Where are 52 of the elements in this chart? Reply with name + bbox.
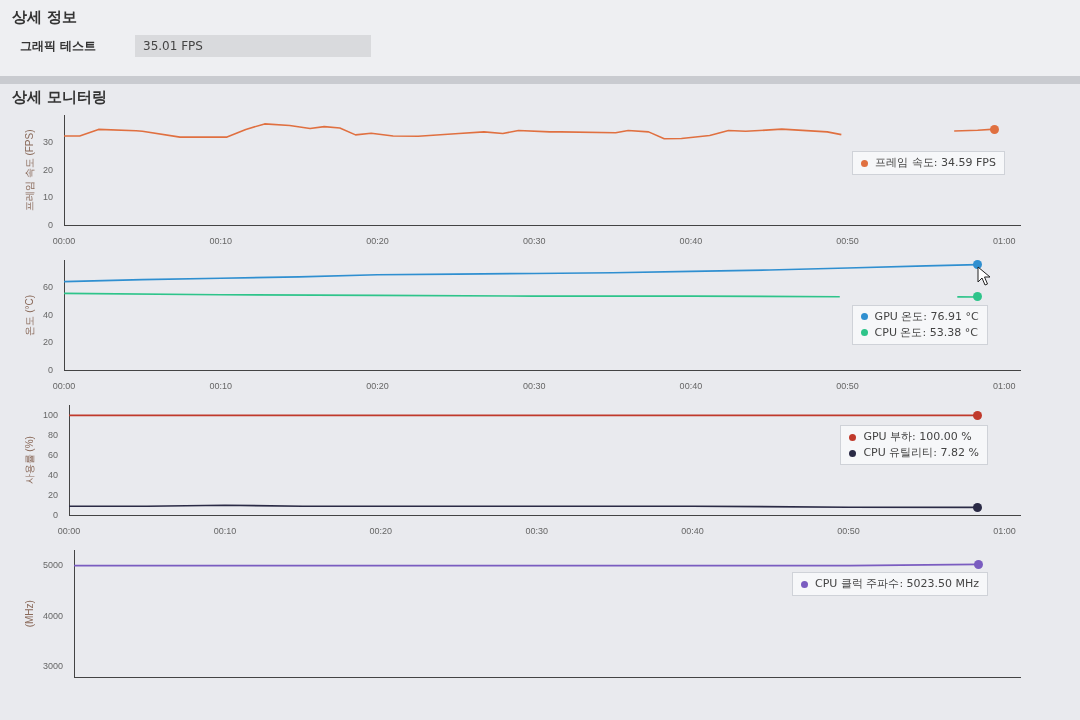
- x-tick-label: 00:50: [837, 526, 860, 537]
- y-tick-label: 20: [43, 164, 54, 175]
- x-tick-label: 00:30: [525, 526, 548, 537]
- x-tick-label: 00:10: [209, 381, 232, 392]
- x-tick-label: 00:10: [209, 236, 232, 247]
- annotation: CPU 클럭 주파수: 5023.50 MHz: [815, 576, 980, 593]
- y-tick-label: 40: [48, 469, 59, 480]
- chart-title: 상세 모니터링: [12, 88, 109, 107]
- y-tick-label: 0: [48, 364, 54, 375]
- x-tick-label: 00:20: [366, 381, 389, 392]
- x-tick-label: 00:40: [679, 236, 703, 247]
- annotation: GPU 부하: 100.00 %: [863, 429, 972, 446]
- x-tick-label: 00:50: [836, 381, 859, 392]
- x-tick-label: 01:00: [993, 381, 1016, 392]
- y-tick-label: 60: [43, 282, 54, 293]
- y-axis-title: 사용률 (%): [23, 436, 35, 485]
- x-tick-label: 00:40: [681, 526, 704, 537]
- y-tick-label: 30: [43, 137, 54, 148]
- y-tick-label: 100: [42, 409, 59, 420]
- x-tick-label: 01:00: [993, 526, 1016, 537]
- x-tick-label: 00:00: [52, 381, 76, 392]
- x-tick-label: 01:00: [993, 236, 1016, 247]
- annotation: 프레임 속도: 34.59 FPS: [875, 155, 996, 172]
- x-tick-label: 00:50: [836, 236, 859, 247]
- y-tick-label: 60: [48, 449, 59, 460]
- text: 35.01 FPS: [135, 35, 371, 57]
- y-tick-label: 10: [43, 192, 54, 203]
- x-tick-label: 00:20: [369, 526, 393, 537]
- x-tick-label: 00:20: [366, 236, 389, 247]
- x-tick-label: 00:40: [679, 381, 703, 392]
- y-tick-label: 5000: [42, 560, 64, 571]
- annotation: GPU 온도: 76.91 °C: [874, 308, 979, 325]
- y-tick-label: 80: [48, 429, 59, 440]
- x-tick-label: 00:30: [522, 236, 546, 247]
- annotation: CPU 유틸리티: 7.82 %: [863, 445, 979, 462]
- y-tick-label: 0: [48, 219, 54, 230]
- x-tick-label: 00:10: [213, 526, 237, 537]
- y-tick-label: 20: [43, 337, 54, 348]
- y-tick-label: 3000: [42, 661, 64, 672]
- y-axis-title: 온도 (°C): [23, 294, 35, 336]
- x-tick-label: 00:30: [522, 381, 546, 392]
- y-tick-label: 0: [53, 509, 59, 520]
- y-tick-label: 4000: [42, 610, 64, 621]
- text: 그래픽 테스트: [19, 37, 98, 55]
- y-tick-label: 20: [48, 489, 59, 500]
- x-tick-label: 00:00: [52, 236, 76, 247]
- y-axis-title: (MHz): [23, 600, 35, 628]
- annotation: CPU 온도: 53.38 °C: [874, 324, 978, 341]
- y-axis-title: 프레임 속도 (FPS): [23, 129, 35, 212]
- text: 상세 정보: [12, 8, 79, 27]
- x-tick-label: 00:00: [57, 526, 81, 537]
- y-tick-label: 40: [43, 309, 54, 320]
